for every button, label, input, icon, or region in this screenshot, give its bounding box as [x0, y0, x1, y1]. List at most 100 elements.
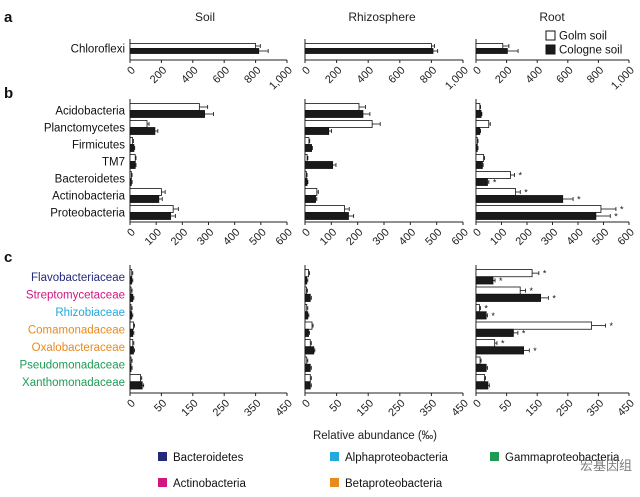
- bar-golm-Oxalobacteraceae: [475, 339, 496, 348]
- column-title-rhizosphere: Rhizosphere: [348, 10, 416, 24]
- bar-golm-Xanthomonadaceae: [304, 374, 311, 383]
- category-label: Actinobacteria: [52, 191, 125, 203]
- x-tick-label: 600: [386, 64, 407, 85]
- x-tick-label: 100: [488, 226, 509, 247]
- phylum-label-actinobacteria: Actinobacteria: [173, 478, 246, 490]
- bar-golm-Actinobacteria: [129, 188, 162, 196]
- significance-star: *: [519, 171, 523, 181]
- bar-golm-Flavobacteriaceae: [129, 269, 133, 278]
- bar-cologne-Bacteroidetes: [304, 178, 308, 186]
- bar-golm-Rhizobiaceae: [475, 304, 480, 313]
- category-label: Xanthomonadaceae: [22, 377, 125, 389]
- x-tick-label: 450: [273, 397, 294, 418]
- bar-cologne-TM7: [129, 161, 136, 169]
- x-tick-label: 800: [585, 64, 606, 85]
- subplot-c-soil: 0 50 150 250 350 450: [125, 265, 295, 419]
- bar-cologne-Flavobacteriaceae: [129, 276, 133, 285]
- bar-golm-Flavobacteriaceae: [304, 269, 309, 278]
- x-tick-label: 350: [585, 397, 606, 418]
- bar-golm-Acidobacteria: [304, 103, 360, 111]
- bar-golm-Firmicutes: [304, 137, 310, 145]
- category-label: Flavobacteriaceae: [31, 272, 125, 284]
- bar-cologne-Xanthomonadaceae: [304, 381, 311, 390]
- subplot-a-soil: 0 200 400 600 800 1,000: [125, 39, 295, 92]
- category-label: Acidobacteria: [55, 106, 125, 118]
- x-tick-label: 0: [471, 64, 484, 77]
- x-tick-label: 100: [318, 226, 339, 247]
- subplot-c-root: 0 50 150 250 350 450**********: [471, 265, 637, 419]
- x-tick-label: 400: [355, 64, 376, 85]
- x-tick-label: 400: [397, 226, 418, 247]
- bar-golm-TM7: [475, 154, 485, 162]
- bar-cologne-Bacteroidetes: [129, 178, 132, 186]
- x-tick-label: 600: [273, 226, 294, 247]
- bar-cologne-Xanthomonadaceae: [129, 381, 143, 390]
- bar-cologne-Proteobacteria: [475, 212, 597, 220]
- bar-cologne-Firmicutes: [129, 144, 135, 152]
- x-tick-label: 0: [125, 226, 138, 239]
- legend-label-golm: Golm soil: [559, 31, 607, 43]
- bar-cologne-Comamonadaceae: [304, 328, 309, 337]
- panel-b: Acidobacteria Planctomycetes Firmicutes TM7…: [44, 99, 637, 248]
- x-tick-label: 600: [615, 226, 636, 247]
- bar-cologne-Comamonadaceae: [129, 328, 134, 337]
- bar-cologne-Oxalobacteraceae: [475, 346, 524, 355]
- x-tick-label: 350: [242, 397, 263, 418]
- category-label: TM7: [102, 157, 125, 169]
- x-tick-label: 800: [242, 64, 263, 85]
- significance-star: *: [620, 205, 624, 215]
- phylum-label-alphaproteobacteria: Alphaproteobacteria: [345, 452, 449, 464]
- bar-golm-Flavobacteriaceae: [475, 269, 533, 278]
- bar-cologne-Flavobacteriaceae: [304, 276, 308, 285]
- x-tick-label: 0: [300, 64, 313, 77]
- phylum-swatch-bacteroidetes: [158, 452, 167, 461]
- bar-cologne-Proteobacteria: [304, 212, 349, 220]
- bar-golm-Actinobacteria: [304, 188, 318, 196]
- panel-label-a: a: [4, 9, 13, 26]
- x-tick-label: 0: [300, 226, 313, 239]
- bar-golm-Actinobacteria: [475, 188, 516, 196]
- bar-cologne-Streptomycetaceae: [129, 293, 134, 302]
- bar-cologne-Oxalobacteraceae: [304, 346, 315, 355]
- bar-cologne-Chloroflexi: [475, 48, 508, 54]
- phylum-swatch-betaproteobacteria: [330, 478, 339, 487]
- significance-star: *: [533, 346, 537, 356]
- bar-cologne-Planctomycetes: [304, 127, 330, 135]
- category-label: Firmicutes: [72, 140, 125, 152]
- bar-golm-Proteobacteria: [304, 205, 345, 213]
- x-tick-label: 600: [554, 64, 575, 85]
- bottom-area: Relative abundance (‰) Bacteroidetes Alpha…: [158, 430, 632, 490]
- x-tick-label: 100: [143, 226, 164, 247]
- x-tick-label: 250: [386, 397, 407, 418]
- significance-star: *: [499, 276, 503, 286]
- x-tick-label: 0: [125, 64, 138, 77]
- x-tick-label: 300: [539, 226, 560, 247]
- bar-golm-TM7: [129, 154, 136, 162]
- x-tick-label: 50: [327, 397, 344, 414]
- bar-golm-Planctomycetes: [129, 120, 148, 128]
- bar-golm-Pseudomonadaceae: [304, 356, 308, 365]
- bar-golm-Chloroflexi: [129, 43, 256, 49]
- x-tick-label: 200: [344, 226, 365, 247]
- series-legend: Golm soil Cologne soil: [545, 30, 622, 57]
- category-label: Pseudomonadaceae: [20, 359, 126, 371]
- bar-golm-Streptomycetaceae: [304, 286, 307, 295]
- bar-cologne-Comamonadaceae: [475, 328, 514, 337]
- bar-golm-Comamonadaceae: [304, 321, 313, 330]
- legend-swatch-golm: [545, 30, 556, 41]
- x-tick-label: 500: [590, 226, 611, 247]
- bar-golm-Proteobacteria: [475, 205, 602, 213]
- category-label: Bacteroidetes: [55, 174, 126, 186]
- bar-golm-Comamonadaceae: [129, 321, 134, 330]
- bar-golm-Comamonadaceae: [475, 321, 592, 330]
- bar-cologne-Xanthomonadaceae: [475, 381, 489, 390]
- bar-cologne-Pseudomonadaceae: [475, 363, 487, 372]
- subplot-a-rhizosphere: 0 200 400 600 800 1,000: [300, 39, 471, 92]
- watermark-text: 宏基因组: [580, 458, 632, 473]
- x-tick-label: 200: [323, 64, 344, 85]
- bar-golm-Rhizobiaceae: [129, 304, 132, 313]
- bar-cologne-Chloroflexi: [129, 48, 260, 54]
- category-label: Proteobacteria: [50, 208, 125, 220]
- panel-label-b: b: [4, 85, 13, 102]
